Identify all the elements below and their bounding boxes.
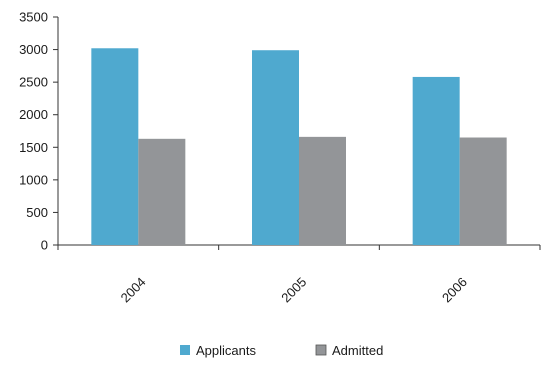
x-tick-label: 2004 (118, 274, 149, 305)
y-tick-label: 3500 (19, 10, 48, 25)
x-tick-label: 2005 (278, 274, 309, 305)
bar-admitted-2006 (459, 137, 507, 245)
bars (91, 48, 507, 246)
y-tick-label: 1000 (19, 172, 48, 187)
legend-label-applicants: Applicants (196, 343, 256, 358)
bar-admitted-2005 (299, 136, 346, 245)
y-tick-label: 500 (26, 205, 48, 220)
x-axis: 2004 2005 2006 (57, 244, 541, 305)
bar-applicants-2006 (412, 76, 460, 245)
legend: Applicants Admitted (180, 343, 383, 358)
y-tick-label: 1500 (19, 140, 48, 155)
y-tick-label: 3000 (19, 42, 48, 57)
x-tick-label: 2006 (439, 274, 470, 305)
bar-applicants-2005 (252, 50, 299, 246)
legend-swatch-admitted (315, 344, 327, 356)
legend-swatch-applicants (180, 345, 190, 355)
y-axis: 0 500 1000 1500 2000 2500 3000 3500 (19, 10, 59, 253)
y-tick-label: 0 (41, 238, 48, 253)
y-tick-label: 2500 (19, 75, 48, 90)
legend-label-admitted: Admitted (332, 343, 383, 358)
y-tick-label: 2000 (19, 107, 48, 122)
bar-admitted-2004 (138, 138, 186, 245)
bar-applicants-2004 (91, 48, 139, 245)
